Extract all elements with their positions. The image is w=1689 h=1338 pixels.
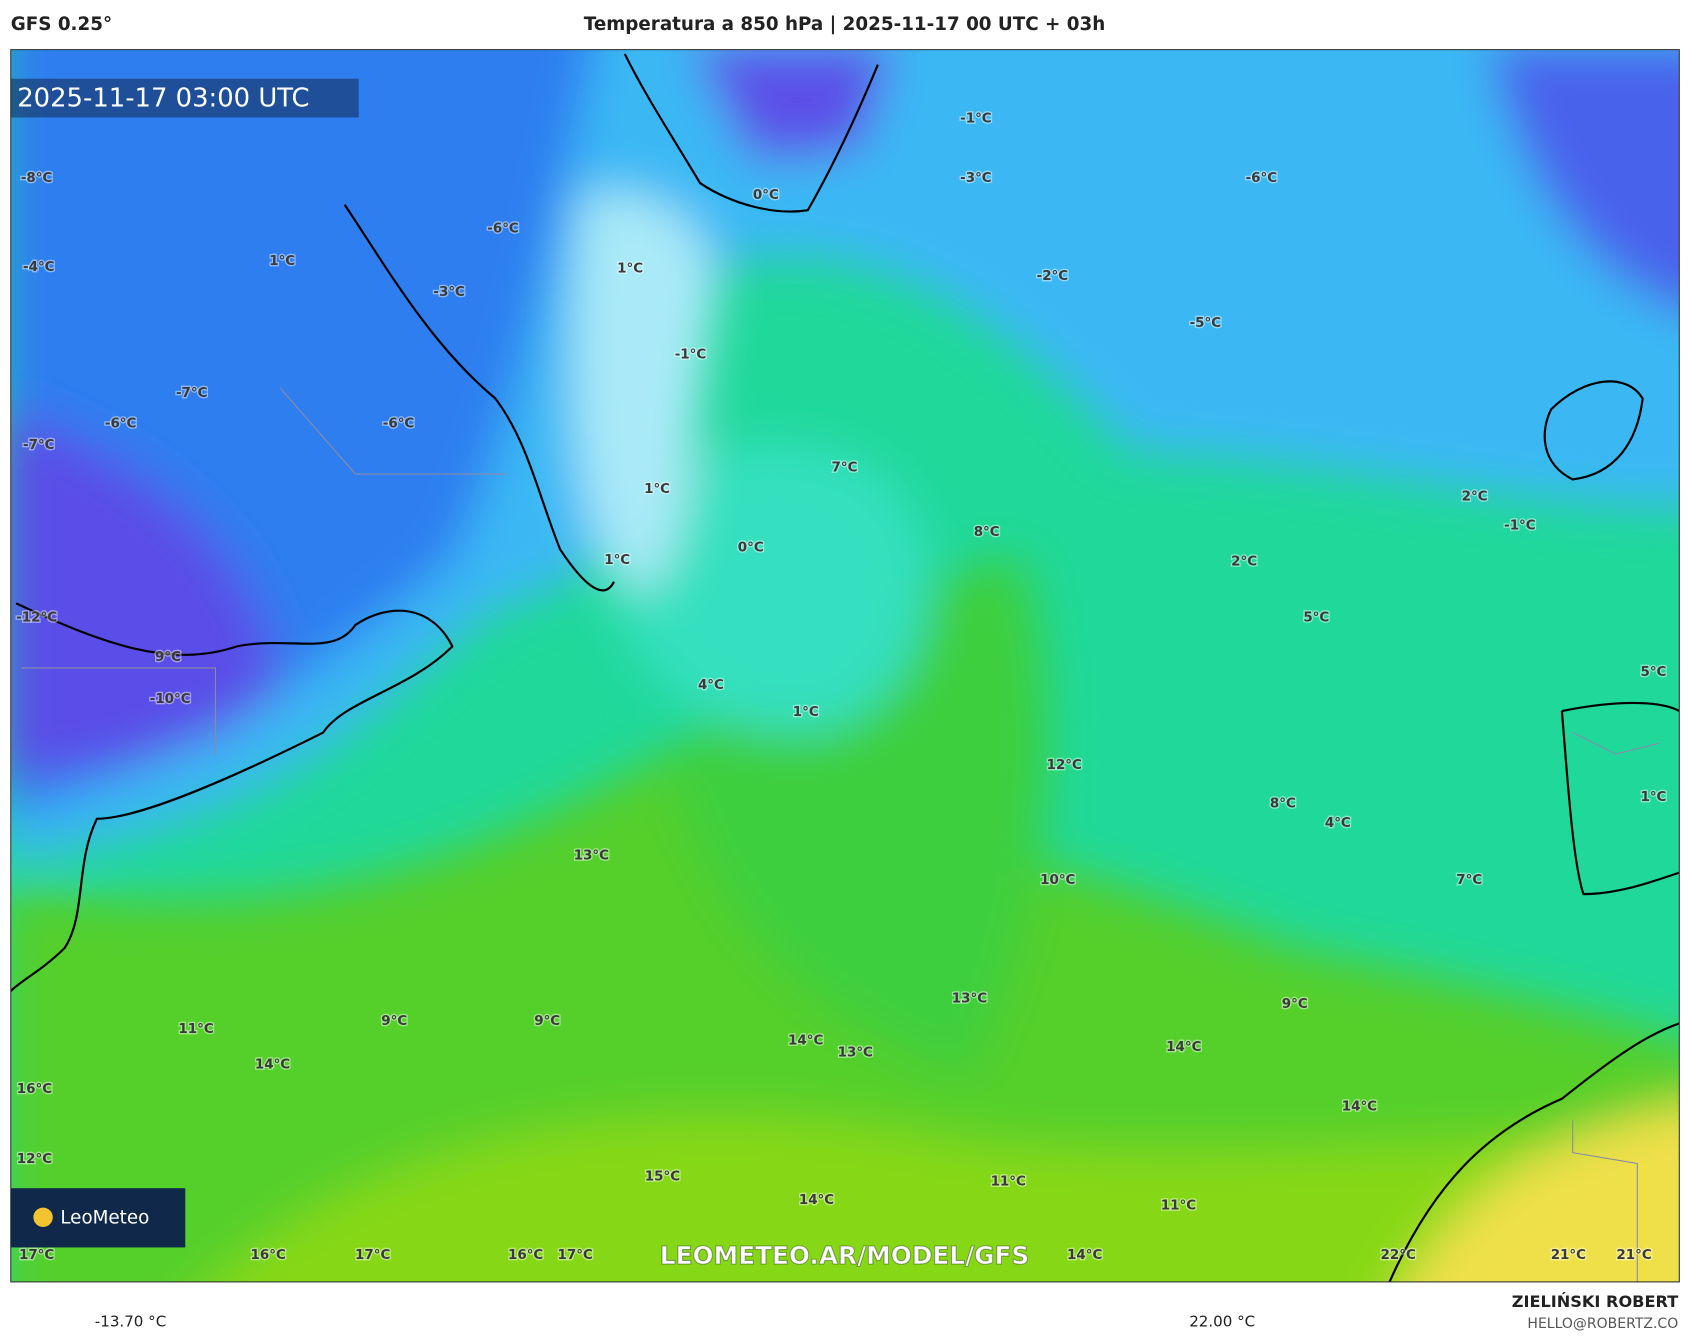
map-frame [10,49,1680,1283]
temperature-label: 17°C [558,1248,593,1263]
logo-text: LeoMeteo [60,1207,149,1228]
temperature-label: -6°C [1246,171,1278,186]
temperature-label: 13°C [838,1045,873,1060]
temperature-label: 1°C [617,261,643,276]
temperature-label: 0°C [753,188,779,203]
temperature-label: 11°C [991,1175,1026,1190]
temperature-label: 8°C [1270,797,1296,812]
temperature-label: 7°C [1456,873,1482,888]
temperature-label: 17°C [19,1248,54,1263]
temperature-label: 16°C [251,1248,286,1263]
temperature-label: 16°C [17,1082,52,1097]
temperature-label: -4°C [23,260,55,275]
temperature-label: 2°C [1462,490,1488,505]
temperature-label: -2°C [1037,269,1069,284]
temperature-label: -10°C [150,692,191,707]
temperature-label: 11°C [178,1022,213,1037]
email: HELLO@ROBERTZ.CO [1527,1316,1678,1332]
colorbar-min: -13.70 °C [95,1312,166,1330]
watermark: LEOMETEO.AR/MODEL/GFS [660,1241,1029,1270]
temperature-label: 9°C [381,1014,407,1029]
temperature-label: 4°C [698,678,724,693]
colorbar-max: 22.00 °C [1189,1312,1255,1330]
temperature-label: 2°C [1231,554,1257,569]
temperature-label: 12°C [17,1152,52,1167]
author: ZIELIŃSKI ROBERT [1512,1292,1678,1311]
temperature-label: -8°C [21,171,53,186]
temperature-label: -6°C [105,416,137,431]
temperature-label: 11°C [1161,1198,1196,1213]
temperature-label: 5°C [1640,665,1666,680]
temperature-label: 21°C [1551,1248,1586,1263]
timestamp-box [10,78,359,118]
temperature-label: 10°C [1040,873,1075,888]
temperature-label: 21°C [1616,1248,1651,1263]
temperature-label: 8°C [974,525,1000,540]
temperature-label: 15°C [645,1169,680,1184]
temperature-label: 14°C [799,1193,834,1208]
temperature-label: -1°C [675,347,707,362]
temperature-label: -1°C [1504,519,1536,534]
temperature-label: -3°C [960,171,992,186]
temperature-label: 1°C [793,705,819,720]
temperature-label: -6°C [383,416,415,431]
temperature-label: -12°C [16,610,57,625]
temperature-label: 0°C [738,540,764,555]
temperature-label: -7°C [176,386,208,401]
temperature-label: -5°C [1190,316,1222,331]
temperature-label: 13°C [952,992,987,1007]
temperature-label: -6°C [487,221,519,236]
temperature-label: 9°C [534,1014,560,1029]
model-name: GFS 0.25° [11,14,112,35]
temperature-label: 12°C [1047,758,1082,773]
temperature-label: 22°C [1381,1248,1416,1263]
temperature-label: -3°C [433,285,465,300]
temperature-label: 14°C [788,1034,823,1049]
temperature-label: 14°C [1067,1248,1102,1263]
temperature-label: 1°C [1640,790,1666,805]
temperature-label: 14°C [1342,1099,1377,1114]
temperature-label: 1°C [644,482,670,497]
temperature-label: 14°C [1166,1040,1201,1055]
temperature-label: 16°C [508,1248,543,1263]
temperature-label: -7°C [23,438,55,453]
temperature-label: 4°C [1325,816,1351,831]
timestamp: 2025-11-17 03:00 UTC [17,84,309,114]
temperature-label: 14°C [255,1057,290,1072]
temperature-label: -1°C [960,112,992,127]
logo-sun [33,1207,53,1227]
temperature-label: 13°C [574,848,609,863]
temperature-labels: -1°C -3°C -6°C -8°C -6°C 1°C -4°C -3°C 1°C -2°C -5… [15,110,1668,1264]
temperature-label: 5°C [1303,610,1329,625]
temperature-label: 1°C [269,254,295,269]
temperature-label: 1°C [604,553,630,568]
temperature-label: 17°C [355,1248,390,1263]
temperature-label: 9°C [1282,997,1308,1012]
temperature-label: 7°C [832,461,858,476]
temperature-label: 9°C [155,650,181,665]
map-title: Temperatura a 850 hPa | 2025-11-17 00 UT… [584,14,1105,35]
